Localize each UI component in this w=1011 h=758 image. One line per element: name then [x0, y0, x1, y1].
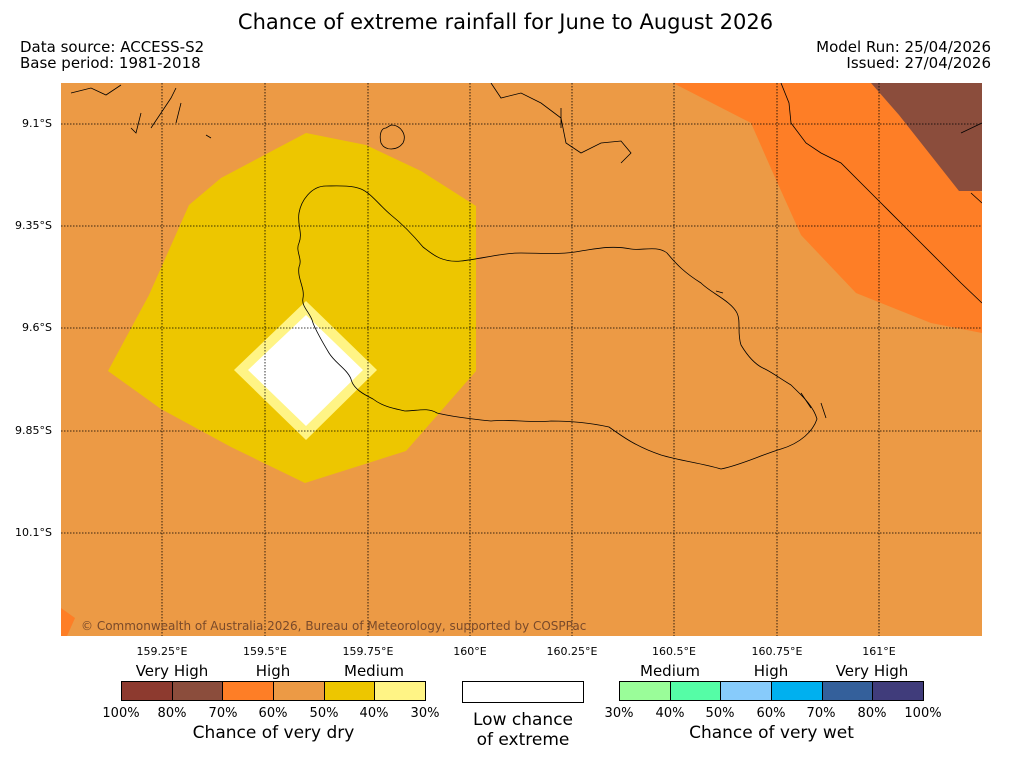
- wet-legend-title: Chance of very wet: [689, 723, 854, 743]
- lon-label-7: 161°E: [862, 645, 896, 658]
- low-chance-line2: of extreme: [476, 730, 570, 750]
- dry-tick-1: 80%: [157, 706, 187, 721]
- model-run: Model Run: 25/04/2026: [816, 38, 991, 56]
- wet-tick-0: 30%: [604, 706, 634, 721]
- lat-label-1: 9.35°S: [15, 219, 52, 232]
- dry-colorbar: [121, 681, 426, 701]
- dry-swatch-0: [122, 682, 173, 700]
- high-chance-region-corner: [61, 608, 75, 636]
- lon-label-4: 160.25°E: [546, 645, 598, 658]
- dry-tick-2: 70%: [208, 706, 238, 721]
- medium-chance-region: [108, 133, 476, 483]
- issued-date: Issued: 27/04/2026: [846, 54, 991, 72]
- small-island-outline: [379, 124, 405, 150]
- wet-swatch-1: [670, 682, 722, 700]
- lon-label-6: 160.75°E: [751, 645, 803, 658]
- dry-tick-3: 60%: [258, 706, 288, 721]
- dry-cat-very-high: Very High: [135, 662, 209, 680]
- dry-swatch-5: [375, 682, 426, 700]
- dry-legend-title: Chance of very dry: [192, 723, 355, 743]
- dry-tick-4: 50%: [309, 706, 339, 721]
- low-chance-region: [248, 315, 363, 426]
- coastlines: [70, 83, 982, 470]
- rainfall-map: © Commonwealth of Australia 2026, Bureau…: [61, 83, 982, 636]
- low-chance-line1: Low chance: [473, 710, 573, 730]
- lat-label-4: 10.1°S: [15, 526, 52, 539]
- lon-label-0: 159.25°E: [136, 645, 188, 658]
- southeast-islets: [715, 290, 827, 419]
- wet-tick-5: 80%: [857, 706, 887, 721]
- lon-label-1: 159.5°E: [243, 645, 287, 658]
- dry-cat-medium: Medium: [344, 662, 404, 680]
- northwest-coast: [70, 84, 212, 139]
- wet-swatch-2: [721, 682, 773, 700]
- wet-cat-high: High: [753, 662, 789, 680]
- lon-label-5: 160.5°E: [652, 645, 696, 658]
- east-coast: [780, 83, 982, 304]
- lat-label-2: 9.6°S: [22, 321, 52, 334]
- meta-left: Data source: ACCESS-S2 Base period: 1981…: [20, 39, 204, 71]
- wet-tick-4: 70%: [806, 706, 836, 721]
- wet-colorbar: [619, 681, 924, 701]
- wet-swatch-4: [822, 682, 874, 700]
- lon-label-3: 160°E: [453, 645, 487, 658]
- low-chance-label: Low chance of extreme: [443, 710, 603, 750]
- dry-swatch-1: [172, 682, 224, 700]
- dry-swatch-4: [324, 682, 376, 700]
- wet-cat-medium: Medium: [640, 662, 700, 680]
- dry-tick-5: 40%: [359, 706, 389, 721]
- base-period: Base period: 1981-2018: [20, 54, 201, 72]
- copyright-notice: © Commonwealth of Australia 2026, Bureau…: [81, 619, 586, 633]
- dry-swatch-2: [223, 682, 275, 700]
- wet-swatch-0: [620, 682, 671, 700]
- dry-tick-0: 100%: [102, 706, 140, 721]
- dry-tick-6: 30%: [410, 706, 440, 721]
- lat-label-3: 9.85°S: [15, 424, 52, 437]
- north-coast: [490, 83, 632, 164]
- map-title: Chance of extreme rainfall for June to A…: [237, 10, 774, 34]
- low-chance-swatch: [462, 681, 584, 703]
- dry-swatch-3: [274, 682, 325, 700]
- lon-label-2: 159.75°E: [342, 645, 394, 658]
- meta-right: Model Run: 25/04/2026 Issued: 27/04/2026: [816, 39, 991, 71]
- wet-cat-very-high: Very High: [835, 662, 909, 680]
- wet-swatch-3: [772, 682, 823, 700]
- very-high-chance-region: [871, 83, 982, 191]
- wet-tick-6: 100%: [904, 706, 942, 721]
- dry-cat-high: High: [255, 662, 291, 680]
- graticule: [61, 83, 982, 636]
- wet-tick-2: 50%: [705, 706, 735, 721]
- lat-label-0: 9.1°S: [22, 117, 52, 130]
- wet-tick-1: 40%: [655, 706, 685, 721]
- wet-tick-3: 60%: [756, 706, 786, 721]
- high-chance-region-east: [673, 83, 982, 333]
- wet-swatch-5: [873, 682, 924, 700]
- island-outline: [297, 185, 818, 470]
- data-source: Data source: ACCESS-S2: [20, 38, 205, 56]
